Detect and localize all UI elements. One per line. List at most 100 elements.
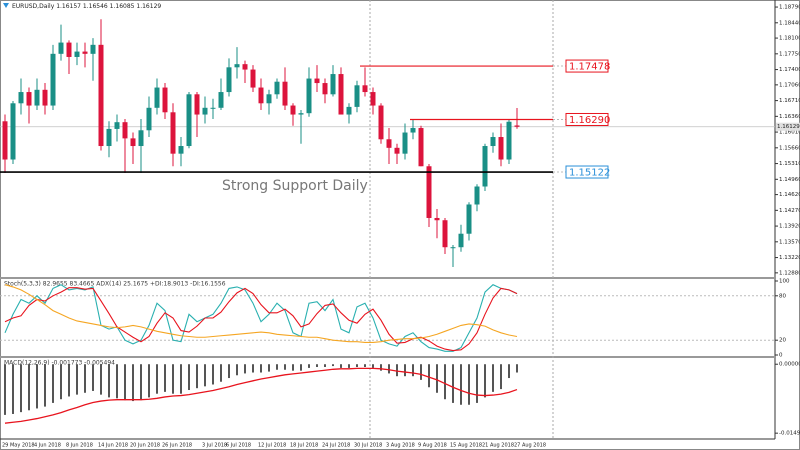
macd-bar [460, 364, 462, 405]
macd-bar [172, 364, 174, 394]
macd-bar [492, 364, 494, 392]
x-tick-label: 3 Aug 2018 [386, 443, 415, 449]
x-tick-label: 20 Jun 2018 [130, 443, 160, 449]
y-tick-label: 1.18440 [779, 20, 800, 26]
candle-body [186, 94, 192, 147]
macd-bar [68, 364, 70, 397]
candle-body [90, 44, 96, 54]
level-box [565, 59, 609, 73]
macd-bar [156, 364, 158, 394]
candle-body [434, 217, 440, 221]
macd-bar [292, 364, 294, 371]
macd-bar [500, 364, 502, 390]
macd-bar [420, 364, 422, 380]
y-tick-label: 1.14270 [779, 208, 800, 214]
candle-body [26, 92, 32, 106]
symbol-icon [3, 3, 9, 8]
x-tick-label: 6 Jul 2018 [226, 443, 251, 449]
indicator-label: Stoch(5,3,3) 82.9655 83.4665 ADX(14) 25.… [4, 281, 226, 288]
y-tick-label: 80 [779, 293, 786, 299]
candle-body [418, 128, 424, 167]
y-tick-label: 1.16710 [779, 98, 800, 104]
level-label: 1.17478 [569, 62, 610, 73]
candle-body [98, 44, 104, 147]
y-tick-label: 1.17400 [779, 67, 800, 73]
chart-title: EURUSD,Daily 1.16157 1.16546 1.16085 1.1… [12, 3, 161, 10]
macd-bar [396, 364, 398, 377]
y-tick-label: 1.15310 [779, 161, 800, 167]
macd-bar [244, 364, 246, 374]
x-tick-label: 14 Jun 2018 [98, 443, 128, 449]
macd-bar [372, 364, 374, 368]
candle-body [210, 107, 216, 109]
macd-bar [324, 364, 326, 367]
candle-body [170, 112, 176, 154]
macd-bar [84, 364, 86, 393]
y-tick-label: 1.14620 [779, 192, 800, 198]
candle-body [426, 166, 432, 218]
macd-bar [4, 364, 6, 415]
candle-body [514, 125, 520, 127]
macd-bar [356, 364, 358, 367]
y-tick-label: 1.13220 [779, 255, 800, 261]
candle-body [18, 92, 24, 104]
panel-separator [0, 356, 775, 358]
signal-line [4, 367, 518, 424]
macd-bar [76, 364, 78, 395]
indicator-line [4, 287, 518, 352]
macd-bar [380, 364, 382, 371]
macd-bar [284, 364, 286, 370]
candle-body [274, 81, 280, 95]
y-tick-label: 1.18790 [779, 5, 800, 11]
level-box [565, 165, 609, 179]
macd-bar [116, 364, 118, 399]
candle-body [106, 128, 112, 147]
x-tick-label: 18 Jul 2018 [290, 443, 318, 449]
y-tick-label: 1.15660 [779, 145, 800, 151]
y-tick-label: 1.12880 [779, 270, 800, 276]
candle-body [194, 94, 200, 115]
macd-bar [436, 364, 438, 393]
macd-bar [388, 364, 390, 374]
y-tick-label: 20 [779, 338, 786, 344]
candle-body [258, 87, 264, 104]
candle-body [378, 105, 384, 140]
candle-body [506, 121, 512, 160]
price-tag [776, 122, 800, 131]
x-tick-label: 24 Jul 2018 [322, 443, 350, 449]
candle-body [10, 103, 16, 160]
candle-body [42, 89, 48, 106]
y-tick-label: 1.13570 [779, 239, 800, 245]
low: 1.16085 [110, 3, 135, 10]
candle-body [490, 137, 496, 147]
candle-body [122, 122, 128, 139]
x-tick-label: 26 Jun 2018 [162, 443, 192, 449]
candle-body [290, 105, 296, 115]
macd-bar [220, 364, 222, 382]
macd-bar [516, 364, 518, 373]
x-tick-label: 29 May 2018 [2, 443, 35, 449]
candle-body [306, 78, 312, 114]
macd-bar [308, 364, 310, 368]
candle-body [266, 94, 272, 104]
candle-body [250, 69, 256, 88]
candle-body [202, 107, 208, 115]
x-tick-label: 3 Jul 2018 [202, 443, 227, 449]
macd-bar [404, 364, 406, 377]
price-tag-label: 1.16129 [777, 124, 800, 130]
macd-bar [236, 364, 238, 376]
candle-body [298, 113, 304, 115]
x-tick-label: 8 Jun 2018 [66, 443, 93, 449]
x-tick-label: 15 Aug 2018 [450, 443, 482, 449]
y-tick-label: 1.16010 [779, 130, 800, 136]
candle-body [82, 51, 88, 54]
macd-bar [100, 364, 102, 395]
macd-bar [180, 364, 182, 394]
macd-bar [268, 364, 270, 372]
level-label: 1.16290 [569, 115, 610, 126]
candle-body [242, 64, 248, 70]
candle-body [178, 146, 184, 154]
y-tick-label: 1.13920 [779, 224, 800, 230]
